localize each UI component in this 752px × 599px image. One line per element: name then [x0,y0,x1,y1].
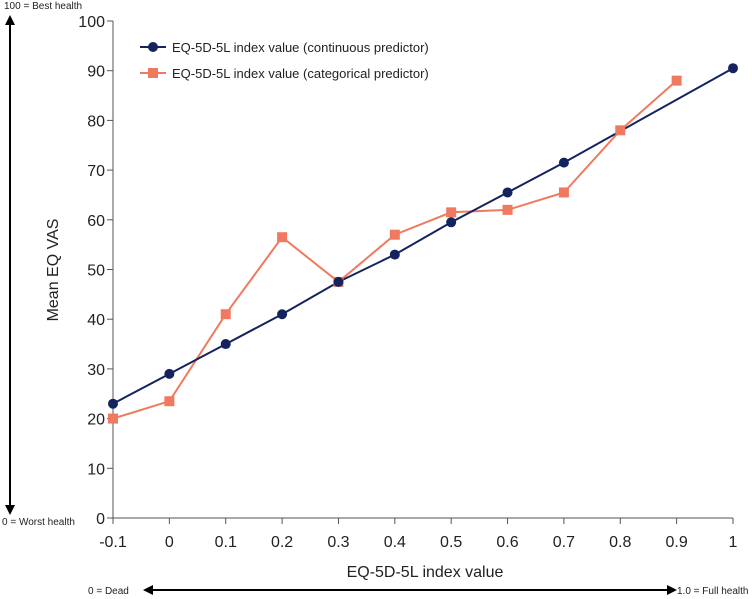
data-point-continuous [389,249,400,260]
y-tick-label: 0 [96,511,105,528]
data-point-continuous [333,276,344,287]
y-tick-label: 10 [87,461,105,478]
data-point-categorical [108,413,118,424]
y-tick-label: 80 [87,113,105,130]
x-tick-label: 0.5 [440,534,462,551]
x-annotation-right: 1.0 = Full health [677,586,748,597]
x-annotation-left: 0 = Dead [88,586,129,597]
data-point-categorical [615,125,626,136]
x-tick-label: 0.9 [666,534,688,551]
x-tick-label: 1 [729,534,738,551]
data-point-continuous [108,398,118,409]
data-point-categorical [277,232,288,243]
legend: EQ-5D-5L index value (continuous predict… [140,40,429,81]
data-point-categorical [220,309,231,320]
legend-marker-continuous [148,42,158,52]
y-tick-label: 20 [87,412,105,429]
y-tick-label: 100 [78,14,105,31]
data-point-categorical [164,396,175,407]
y-tick-label: 40 [87,312,105,329]
x-tick-label: 0.2 [271,534,293,551]
ticks-layer: 0 10 20 30 40 50 60 70 80 90 100 -0.1 0 0.1 0.2 0.3 0.4 0… [78,14,737,551]
x-tick-label: -0.1 [99,534,127,551]
y-tick-label: 30 [87,362,105,379]
x-tick-label: 0.7 [553,534,575,551]
legend-label-categorical: EQ-5D-5L index value (categorical predic… [172,66,429,81]
data-point-continuous [164,368,175,379]
y-annotation-bottom: 0 = Worst health [2,517,75,528]
data-point-continuous [446,217,457,228]
y-annotation-top: 100 = Best health [4,1,82,12]
x-tick-label: 0 [165,534,174,551]
x-tick-label: 0.1 [215,534,237,551]
y-tick-label: 70 [87,163,105,180]
series-line-continuous [112,67,734,405]
data-point-categorical [502,204,513,215]
data-point-continuous [728,63,738,74]
x-tick-label: 0.4 [384,534,406,551]
data-point-categorical [446,207,457,218]
y-tick-label: 90 [87,64,105,81]
y-tick-label: 50 [87,263,105,280]
data-point-continuous [277,309,288,320]
x-tick-label: 0.8 [609,534,631,551]
data-point-continuous [220,339,231,350]
data-point-continuous [502,187,513,198]
data-point-continuous [558,157,569,168]
x-axis-title: EQ-5D-5L index value [347,564,504,581]
y-axis-title: Mean EQ VAS [45,219,62,322]
x-tick-label: 0.3 [327,534,349,551]
data-point-categorical [389,229,400,240]
legend-marker-categorical [148,68,158,78]
x-tick-label: 0.6 [496,534,518,551]
y-tick-label: 60 [87,213,105,230]
data-point-categorical [671,75,682,86]
legend-label-continuous: EQ-5D-5L index value (continuous predict… [172,40,429,55]
data-point-categorical [558,187,569,198]
series-layer [108,63,738,424]
